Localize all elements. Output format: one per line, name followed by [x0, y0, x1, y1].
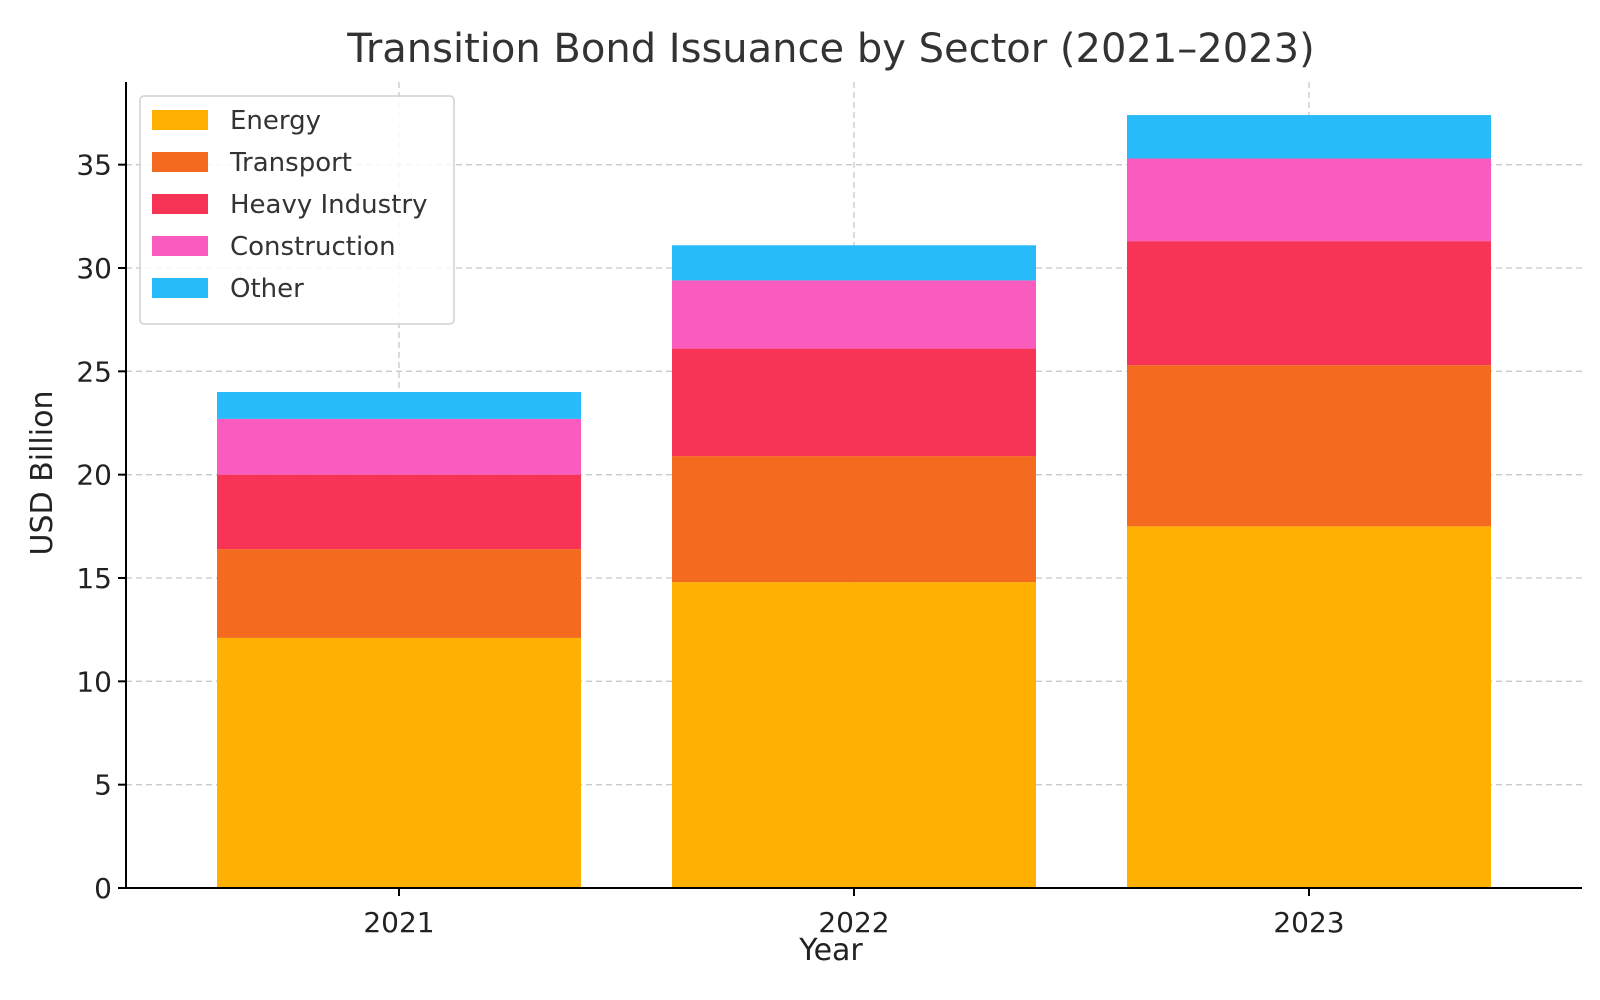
- legend-swatch-other: [152, 278, 208, 298]
- bar-heavy-industry-2022: [672, 348, 1036, 457]
- legend-label-construction: Construction: [230, 232, 396, 262]
- legend-swatch-construction: [152, 236, 208, 256]
- y-tick-label: 10: [76, 665, 112, 698]
- bar-energy-2023: [1127, 526, 1491, 888]
- bar-construction-2022: [672, 280, 1036, 349]
- x-tick-label: 2022: [818, 906, 889, 939]
- bar-other-2022: [672, 245, 1036, 281]
- y-tick-label: 35: [76, 149, 112, 182]
- chart-title: Transition Bond Issuance by Sector (2021…: [346, 26, 1314, 72]
- legend-swatch-transport: [152, 152, 208, 172]
- y-tick-label: 20: [76, 459, 112, 492]
- bar-construction-2021: [217, 418, 581, 475]
- y-tick-label: 5: [94, 769, 112, 802]
- y-tick-label: 15: [76, 562, 112, 595]
- y-tick-label: 30: [76, 252, 112, 285]
- legend-swatch-energy: [152, 110, 208, 130]
- bar-heavy-industry-2023: [1127, 241, 1491, 366]
- bar-transport-2021: [217, 549, 581, 638]
- y-tick-label: 0: [94, 872, 112, 905]
- bar-energy-2022: [672, 582, 1036, 888]
- legend-label-transport: Transport: [229, 148, 352, 178]
- bar-construction-2023: [1127, 158, 1491, 242]
- y-tick-label: 25: [76, 355, 112, 388]
- bar-other-2023: [1127, 115, 1491, 159]
- tick-labels: 0 5 10 15 20 25 30 35 2021 2022 2023: [76, 149, 1344, 939]
- legend: Energy Transport Heavy Industry Constructio…: [139, 95, 455, 325]
- legend-label-other: Other: [230, 274, 304, 304]
- y-axis-label: USD Billion: [25, 391, 60, 556]
- legend-frame: [139, 95, 455, 325]
- bar-heavy-industry-2021: [217, 474, 581, 550]
- x-tick-label: 2021: [363, 906, 434, 939]
- bar-other-2021: [217, 392, 581, 419]
- x-tick-label: 2023: [1273, 906, 1344, 939]
- bars: [217, 115, 1491, 888]
- legend-label-heavy-industry: Heavy Industry: [230, 190, 427, 220]
- legend-label-energy: Energy: [230, 106, 321, 136]
- axes: [118, 82, 1582, 896]
- bar-transport-2022: [672, 456, 1036, 583]
- x-axis-label: Year: [798, 933, 863, 968]
- legend-swatch-heavy-industry: [152, 194, 208, 214]
- bar-energy-2021: [217, 637, 581, 888]
- bar-transport-2023: [1127, 365, 1491, 527]
